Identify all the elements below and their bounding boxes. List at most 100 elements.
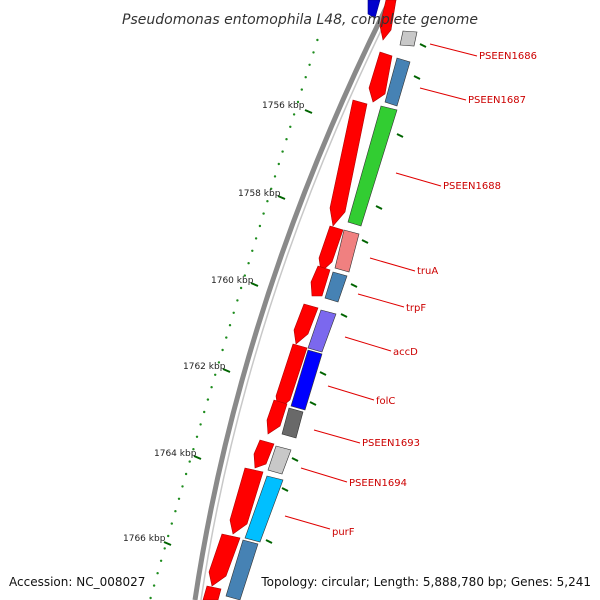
kbp-tick: 1764 kbp: [154, 449, 202, 460]
kbp-label: 1760 kbp: [211, 276, 254, 286]
gene-label-accD: accD: [393, 347, 418, 358]
cds-arrow: [368, 51, 393, 103]
kbp-tick: 1766 kbp: [123, 534, 172, 546]
backbone-outer-line: [192, 0, 393, 600]
kbp-dot: [289, 125, 292, 128]
gene-label-group: PSEEN1694: [300, 467, 407, 489]
kbp-dot: [195, 435, 199, 438]
page-title: Pseudomonas entomophila L48, complete ge…: [122, 12, 478, 28]
backbone-inner-line: [200, 0, 397, 600]
cds-arrow: [266, 399, 288, 435]
kbp-dot: [273, 175, 277, 178]
kbp-dot: [199, 423, 202, 426]
kbp-dot: [281, 150, 284, 153]
kbp-dot: [266, 200, 269, 203]
cds-arrow: [379, 0, 397, 41]
backbone: [192, 0, 397, 600]
gene-label-group: PSEEN1686: [429, 43, 537, 62]
kbp-dot: [258, 224, 262, 228]
gene-label-PSEEN1687: PSEEN1687: [468, 95, 526, 106]
gene-block-PSEEN1686: [399, 30, 418, 47]
gene-label-group: truA: [369, 257, 438, 277]
kbp-dot: [210, 386, 213, 389]
outer-track-ticks: [265, 43, 427, 544]
kbp-dot: [312, 51, 315, 54]
kbp-tick: 1760 kbp: [211, 276, 259, 287]
kbp-dot: [149, 596, 152, 600]
kbp-dot: [184, 472, 188, 476]
kbp-label: 1766 kbp: [123, 534, 166, 544]
kbp-dot: [270, 187, 273, 190]
cds-arrow: [329, 99, 368, 227]
gene-block-folC: [290, 349, 323, 411]
kbp-dot: [188, 460, 191, 463]
accession-text: Accession: NC_008027: [9, 575, 145, 589]
gene-block-PSEEN1693: [281, 407, 304, 439]
kbp-ticks: 1756 kbp 1758 kbp 1760 kbp 1762 kbp 1764…: [123, 101, 313, 546]
kbp-dot: [243, 274, 246, 277]
kbp-dot: [251, 249, 254, 252]
kbp-dot: [292, 113, 296, 116]
kbp-dot: [163, 547, 166, 550]
cds-track: [202, 0, 397, 600]
kbp-dot: [174, 510, 177, 513]
kbp-dot: [167, 534, 170, 538]
gene-label-PSEEN1693: PSEEN1693: [362, 438, 420, 449]
gene-label-folC: folC: [376, 396, 395, 407]
cds-arrow: [318, 225, 344, 273]
kbp-dot: [232, 311, 235, 314]
gene-block-PSEEN1694: [267, 445, 292, 475]
gene-label-group: trpF: [357, 293, 426, 314]
kbp-tick: 1756 kbp: [262, 101, 313, 114]
gene-block-PSEEN1687: [384, 57, 411, 107]
kbp-label: 1756 kbp: [262, 101, 305, 111]
kbp-dotted-ring: [149, 38, 319, 600]
kbp-dot: [214, 373, 217, 376]
kbp-dot: [296, 100, 300, 104]
gene-label-PSEEN1688: PSEEN1688: [443, 181, 501, 192]
kbp-label: 1764 kbp: [154, 449, 197, 459]
kbp-dot: [247, 262, 250, 265]
gene-labels: PSEEN1686 PSEEN1687 PSEEN1688 truA trpF …: [284, 43, 537, 538]
kbp-dot: [304, 76, 307, 79]
kbp-dot: [177, 497, 181, 500]
kbp-dot: [181, 485, 184, 488]
kbp-label: 1758 kbp: [238, 189, 281, 199]
kbp-dot: [228, 324, 232, 327]
gene-block-truA: [334, 229, 360, 273]
gene-block-PSEEN1688: [347, 105, 398, 227]
kbp-dot: [159, 559, 163, 562]
kbp-label: 1762 kbp: [183, 362, 226, 372]
gene-label-truA: truA: [417, 266, 438, 277]
kbp-dot: [254, 237, 258, 240]
gene-block-extra: [225, 539, 259, 600]
kbp-dot: [192, 448, 195, 451]
gene-label-group: PSEEN1687: [419, 87, 526, 106]
kbp-dot: [285, 138, 288, 141]
kbp-dot: [221, 348, 224, 352]
kbp-dot: [236, 299, 239, 302]
kbp-dot: [308, 63, 311, 66]
kbp-dot: [217, 361, 221, 364]
gene-label-PSEEN1694: PSEEN1694: [349, 478, 407, 489]
kbp-dot: [239, 286, 243, 290]
cds-arrow: [202, 585, 222, 600]
cds-arrow: [310, 265, 331, 297]
gene-block-accD: [307, 309, 337, 353]
gene-label-PSEEN1686: PSEEN1686: [479, 51, 537, 62]
gene-label-group: PSEEN1693: [313, 429, 420, 449]
gene-label-group: purF: [284, 515, 355, 538]
gene-label-purF: purF: [332, 527, 355, 538]
kbp-dot: [277, 162, 280, 166]
gene-block-purF: [244, 475, 284, 543]
topology-text: Topology: circular; Length: 5,888,780 bp…: [260, 575, 591, 589]
gene-label-group: accD: [344, 336, 418, 358]
cds-arrow: [229, 467, 264, 535]
kbp-dot: [262, 212, 265, 215]
kbp-tick: 1758 kbp: [238, 189, 286, 200]
gene-label-group: PSEEN1688: [395, 172, 501, 192]
kbp-dot: [152, 584, 156, 587]
cds-arrow: [293, 303, 319, 345]
cds-arrow: [208, 533, 241, 587]
